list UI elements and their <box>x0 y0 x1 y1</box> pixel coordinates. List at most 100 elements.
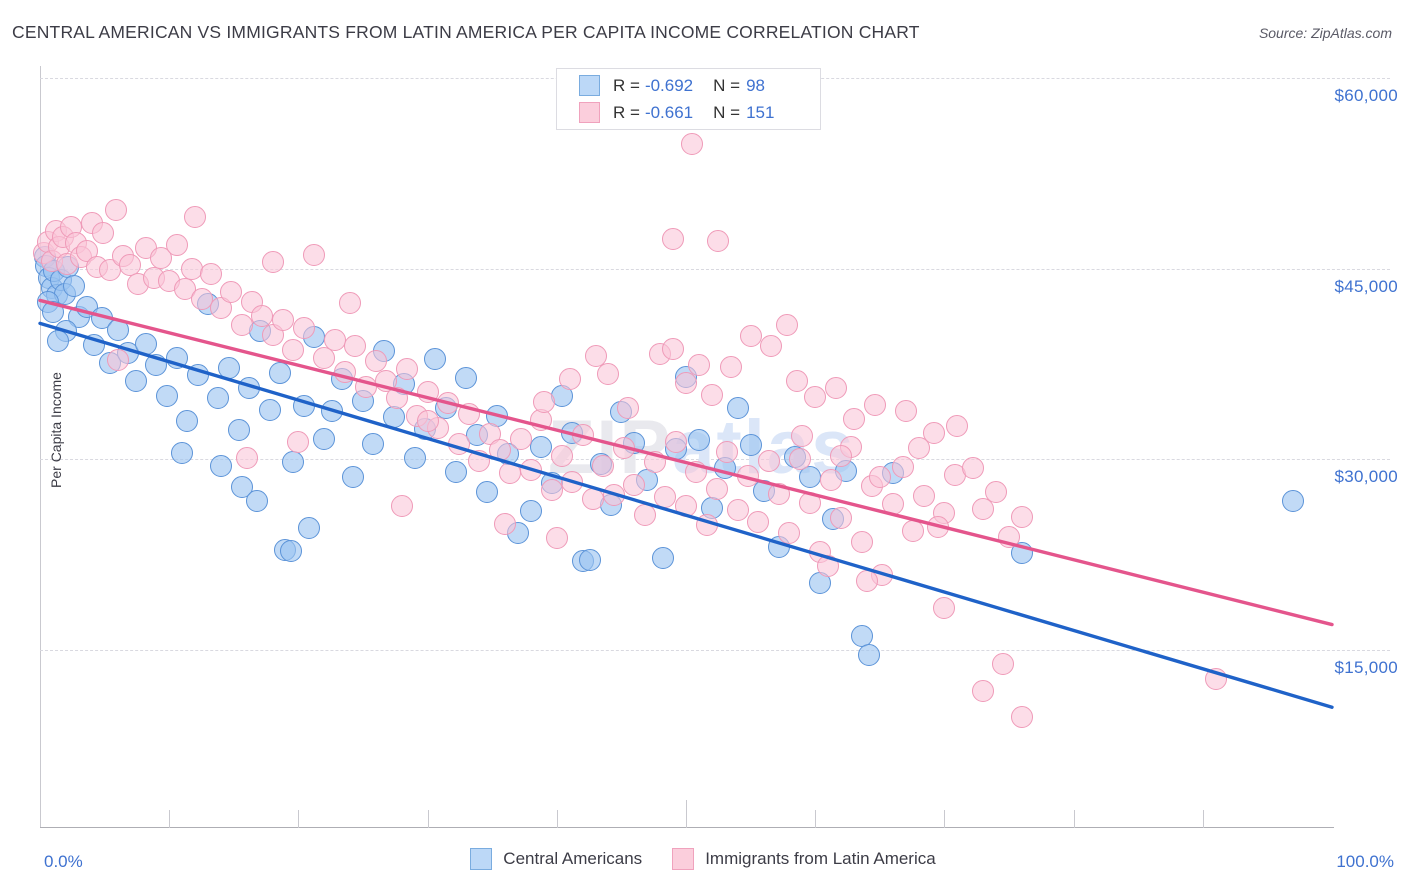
scatter-point <box>579 548 602 571</box>
scatter-point <box>662 337 685 360</box>
scatter-point <box>616 397 639 420</box>
scatter-point <box>545 527 568 550</box>
scatter-point <box>842 407 865 430</box>
scatter-point <box>858 644 881 667</box>
legend-item-immigrants-latin-america[interactable]: Immigrants from Latin America <box>672 848 936 870</box>
scatter-point <box>716 440 739 463</box>
series-legend: Central Americans Immigrants from Latin … <box>0 848 1406 870</box>
scatter-point <box>830 506 853 529</box>
y-axis-tick-label: $30,000 <box>1334 467 1398 487</box>
x-axis-tick <box>298 810 300 828</box>
scatter-point <box>985 481 1008 504</box>
scatter-point <box>455 366 478 389</box>
x-axis-tick <box>815 810 817 828</box>
scatter-point <box>287 430 310 453</box>
scatter-point <box>687 429 710 452</box>
correlation-stats-box: R = -0.692 N = 98 R = -0.661 N = 151 <box>556 68 821 130</box>
scatter-point <box>271 308 294 331</box>
gridline <box>40 268 1390 270</box>
scatter-point <box>894 400 917 423</box>
scatter-point <box>550 444 573 467</box>
scatter-point <box>817 555 840 578</box>
scatter-point <box>685 461 708 484</box>
scatter-point <box>726 499 749 522</box>
scatter-point <box>863 393 886 416</box>
legend-label-pink: Immigrants from Latin America <box>705 849 936 868</box>
scatter-point <box>532 391 555 414</box>
stats-n-value-blue: 98 <box>746 75 765 95</box>
page-title: CENTRAL AMERICAN VS IMMIGRANTS FROM LATI… <box>12 22 920 42</box>
x-axis-tick <box>427 810 429 828</box>
scatter-point <box>476 481 499 504</box>
legend-swatch-pink <box>672 848 695 870</box>
scatter-point <box>623 473 646 496</box>
scatter-point <box>416 380 439 403</box>
scatter-point <box>468 449 491 472</box>
stats-r-label-blue: R = <box>613 75 640 95</box>
stats-row-blue: R = -0.692 N = 98 <box>557 72 820 99</box>
x-axis-line <box>40 827 1334 828</box>
scatter-point <box>344 335 367 358</box>
scatter-point <box>165 346 188 369</box>
scatter-point <box>791 425 814 448</box>
scatter-point <box>230 313 253 336</box>
scatter-point <box>302 243 325 266</box>
scatter-point <box>176 410 199 433</box>
scatter-point <box>292 317 315 340</box>
scatter-point <box>1010 706 1033 729</box>
y-axis-tick-label: $15,000 <box>1334 658 1398 677</box>
scatter-point <box>217 356 240 379</box>
scatter-point <box>855 570 878 593</box>
scatter-point <box>739 325 762 348</box>
scatter-point <box>830 444 853 467</box>
scatter-point <box>561 471 584 494</box>
scatter-point <box>902 519 925 542</box>
scatter-point <box>757 449 780 472</box>
x-axis-min-label: 0.0% <box>44 852 83 871</box>
scatter-point <box>612 436 635 459</box>
scatter-point <box>313 427 336 450</box>
scatter-point <box>390 495 413 518</box>
scatter-point <box>881 492 904 515</box>
stats-swatch-pink <box>579 102 600 123</box>
scatter-point <box>1204 668 1227 691</box>
scatter-point <box>92 222 115 245</box>
scatter-point <box>385 387 408 410</box>
scatter-point <box>150 247 173 270</box>
scatter-point <box>633 504 656 527</box>
scatter-point <box>760 335 783 358</box>
y-axis-tick-label: $45,000 <box>1334 276 1398 296</box>
scatter-point <box>675 495 697 518</box>
scatter-point <box>643 450 666 473</box>
scatter-point <box>799 491 822 514</box>
scatter-point <box>768 482 791 505</box>
scatter-point <box>581 487 604 510</box>
scatter-point <box>238 377 261 400</box>
scatter-point <box>424 347 447 370</box>
scatter-point <box>509 427 532 450</box>
scatter-point <box>323 328 346 351</box>
scatter-point <box>186 364 209 387</box>
stats-row-pink: R = -0.661 N = 151 <box>557 99 820 126</box>
scatter-point <box>972 679 995 702</box>
scatter-point <box>106 318 129 341</box>
scatter-point <box>707 229 730 252</box>
scatter-point <box>720 355 743 378</box>
scatter-point <box>933 597 956 620</box>
scatter-point <box>747 510 770 533</box>
scatter-point <box>571 424 594 447</box>
scatter-point <box>1010 505 1033 528</box>
x-axis-tick <box>1073 810 1075 828</box>
scatter-point <box>362 433 385 456</box>
scatter-point <box>519 458 542 481</box>
scatter-point <box>279 539 302 562</box>
scatter-point <box>124 369 147 392</box>
scatter-point <box>681 133 704 156</box>
scatter-point <box>184 205 207 228</box>
scatter-point <box>926 515 949 538</box>
scatter-point <box>706 477 728 500</box>
legend-item-central-americans[interactable]: Central Americans <box>470 848 642 870</box>
x-axis-tick <box>1202 810 1204 828</box>
scatter-point <box>171 441 194 464</box>
